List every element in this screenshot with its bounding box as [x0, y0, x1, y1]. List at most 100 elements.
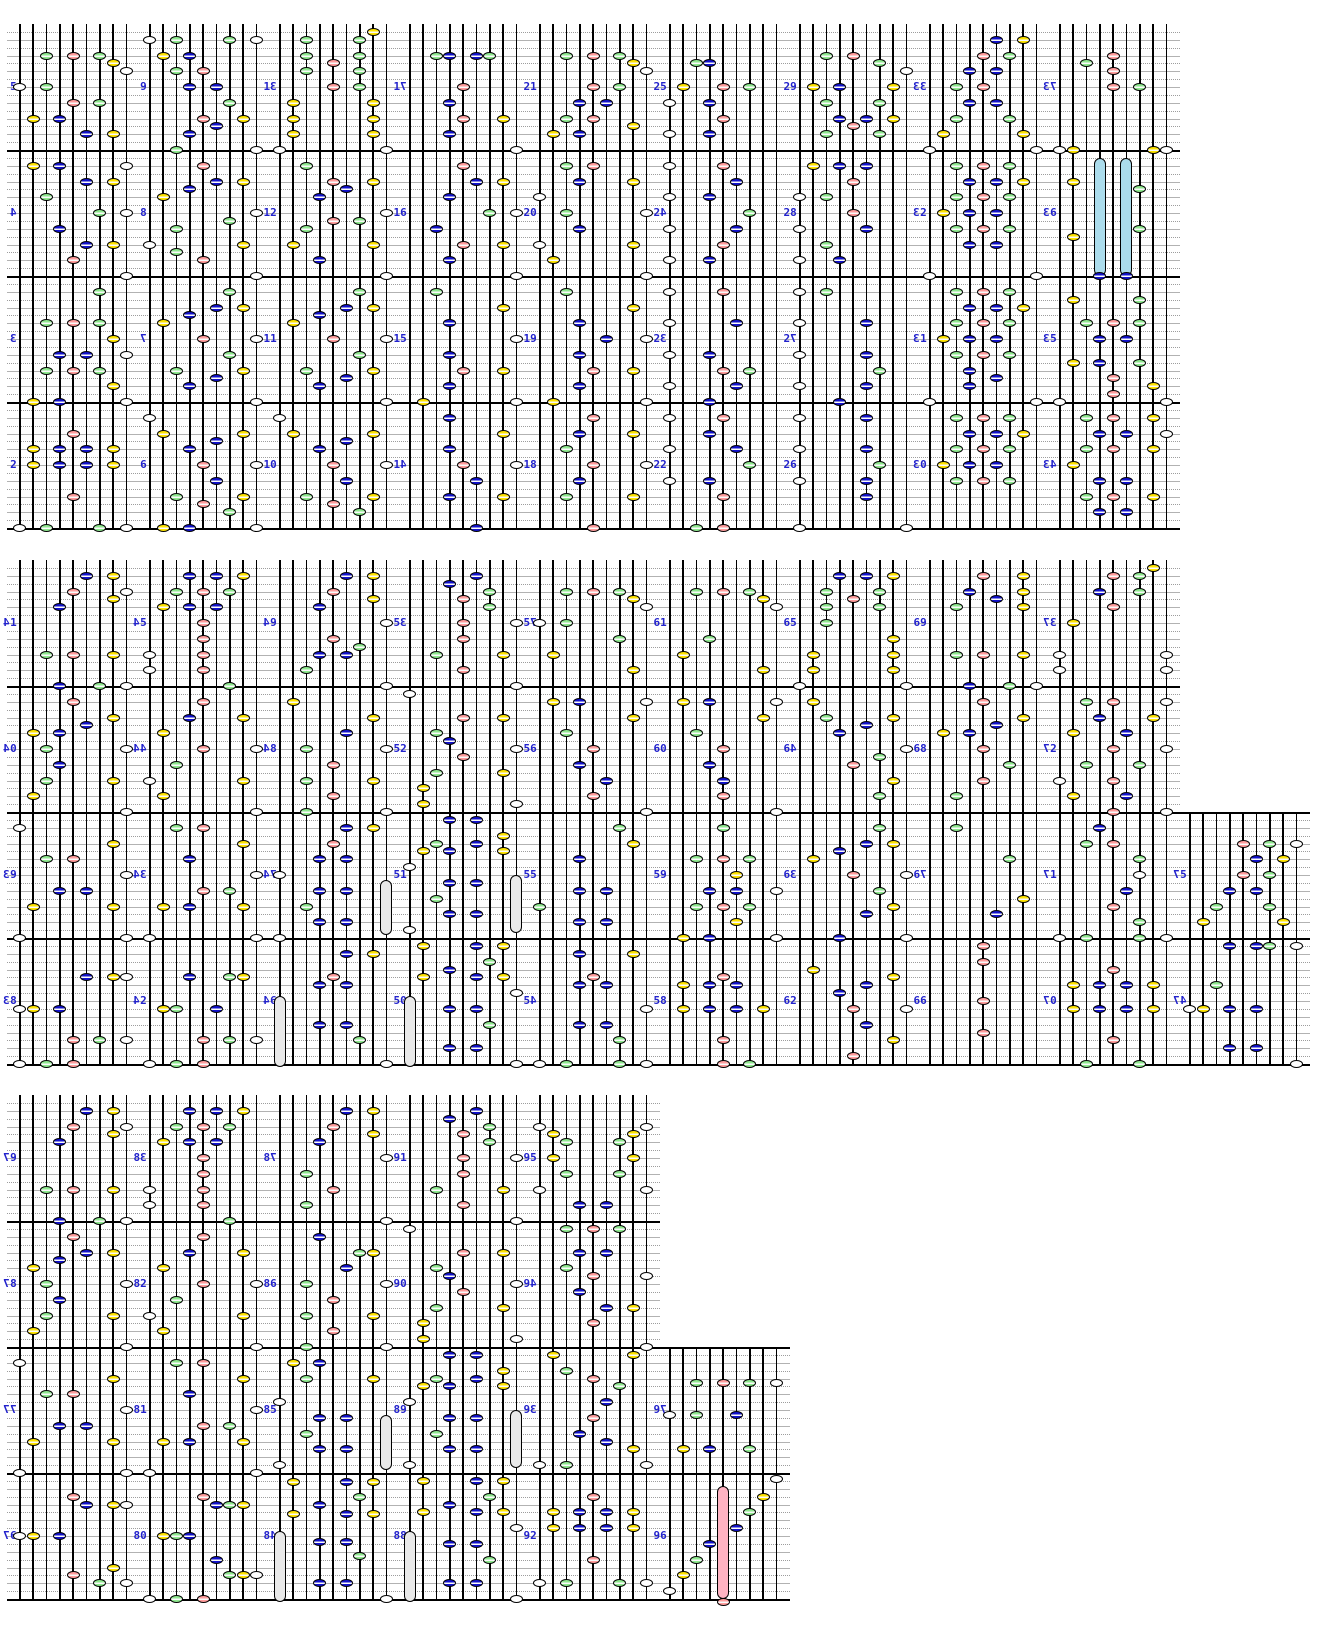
note-G[interactable] — [873, 130, 887, 139]
note-B[interactable] — [53, 603, 67, 612]
note-B[interactable] — [209, 303, 223, 312]
note-B[interactable] — [833, 83, 847, 91]
note-Y[interactable] — [886, 902, 900, 911]
sustained-note-capsule[interactable] — [380, 1414, 393, 1470]
note-B[interactable] — [183, 51, 197, 60]
note-G[interactable] — [1133, 760, 1147, 769]
note-B[interactable] — [339, 1509, 353, 1518]
note-Y[interactable] — [626, 1130, 640, 1139]
note-Y[interactable] — [236, 303, 250, 312]
note-W[interactable] — [639, 1461, 653, 1470]
note-W[interactable] — [769, 603, 783, 612]
note-W[interactable] — [639, 1060, 653, 1068]
note-Y[interactable] — [496, 768, 510, 777]
note-G[interactable] — [353, 350, 367, 359]
note-G[interactable] — [300, 1429, 314, 1438]
note-B[interactable] — [79, 973, 93, 982]
note-G[interactable] — [690, 587, 704, 596]
note-W[interactable] — [143, 413, 157, 422]
note-Y[interactable] — [626, 1445, 640, 1454]
note-B[interactable] — [183, 855, 197, 864]
note-B[interactable] — [443, 319, 457, 328]
note-R[interactable] — [716, 587, 730, 596]
note-B[interactable] — [313, 1538, 327, 1547]
note-Y[interactable] — [156, 429, 170, 438]
note-Y[interactable] — [806, 161, 820, 170]
note-Y[interactable] — [676, 1445, 690, 1454]
note-G[interactable] — [40, 83, 54, 91]
note-Y[interactable] — [806, 697, 820, 706]
note-B[interactable] — [963, 240, 977, 249]
note-G[interactable] — [353, 51, 367, 60]
note-W[interactable] — [899, 871, 913, 879]
note-R[interactable] — [456, 240, 470, 249]
note-B[interactable] — [703, 886, 717, 895]
note-G[interactable] — [560, 1461, 574, 1470]
note-Y[interactable] — [26, 902, 40, 911]
note-B[interactable] — [339, 729, 353, 738]
note-G[interactable] — [560, 287, 574, 296]
note-Y[interactable] — [286, 697, 300, 706]
note-B[interactable] — [1119, 508, 1133, 517]
note-G[interactable] — [1003, 476, 1017, 485]
note-R[interactable] — [196, 1492, 210, 1501]
note-B[interactable] — [53, 682, 67, 690]
note-G[interactable] — [950, 823, 964, 832]
note-R[interactable] — [716, 792, 730, 801]
note-B[interactable] — [573, 1429, 587, 1438]
note-Y[interactable] — [106, 1311, 120, 1320]
note-Y[interactable] — [366, 1509, 380, 1518]
note-W[interactable] — [249, 461, 263, 469]
sustained-note-capsule[interactable] — [273, 1531, 286, 1603]
note-G[interactable] — [950, 445, 964, 454]
note-R[interactable] — [326, 83, 340, 91]
note-B[interactable] — [53, 398, 67, 406]
note-G[interactable] — [93, 319, 107, 328]
note-W[interactable] — [639, 1343, 653, 1351]
note-B[interactable] — [339, 1478, 353, 1487]
note-B[interactable] — [53, 760, 67, 769]
note-G[interactable] — [40, 1185, 54, 1194]
note-B[interactable] — [443, 193, 457, 202]
note-G[interactable] — [560, 1138, 574, 1147]
note-B[interactable] — [79, 571, 93, 580]
note-W[interactable] — [249, 1343, 263, 1351]
note-Y[interactable] — [496, 713, 510, 722]
note-G[interactable] — [300, 1311, 314, 1320]
note-B[interactable] — [989, 67, 1003, 76]
note-B[interactable] — [443, 1445, 457, 1454]
note-R[interactable] — [976, 941, 990, 950]
note-R[interactable] — [976, 350, 990, 359]
note-R[interactable] — [1106, 745, 1120, 753]
note-Y[interactable] — [496, 941, 510, 950]
note-G[interactable] — [353, 83, 367, 91]
note-G[interactable] — [40, 1311, 54, 1320]
note-W[interactable] — [249, 146, 263, 154]
note-R[interactable] — [586, 745, 600, 753]
note-B[interactable] — [1249, 941, 1263, 950]
note-B[interactable] — [339, 571, 353, 580]
note-G[interactable] — [353, 508, 367, 517]
note-B[interactable] — [859, 1020, 873, 1029]
note-Y[interactable] — [1146, 981, 1160, 990]
note-R[interactable] — [66, 256, 80, 265]
note-B[interactable] — [209, 1555, 223, 1564]
note-R[interactable] — [846, 122, 860, 131]
note-B[interactable] — [469, 177, 483, 186]
note-Y[interactable] — [1016, 587, 1030, 596]
note-R[interactable] — [326, 1185, 340, 1194]
note-R[interactable] — [326, 177, 340, 186]
note-B[interactable] — [703, 350, 717, 359]
note-G[interactable] — [353, 1552, 367, 1561]
note-Y[interactable] — [26, 729, 40, 738]
note-Y[interactable] — [626, 429, 640, 438]
note-B[interactable] — [599, 1524, 613, 1533]
note-Y[interactable] — [366, 1478, 380, 1487]
note-B[interactable] — [53, 461, 67, 469]
note-G[interactable] — [820, 98, 834, 107]
note-B[interactable] — [833, 729, 847, 738]
note-B[interactable] — [859, 839, 873, 848]
note-G[interactable] — [170, 587, 184, 596]
note-B[interactable] — [53, 1004, 67, 1013]
note-G[interactable] — [743, 461, 757, 469]
